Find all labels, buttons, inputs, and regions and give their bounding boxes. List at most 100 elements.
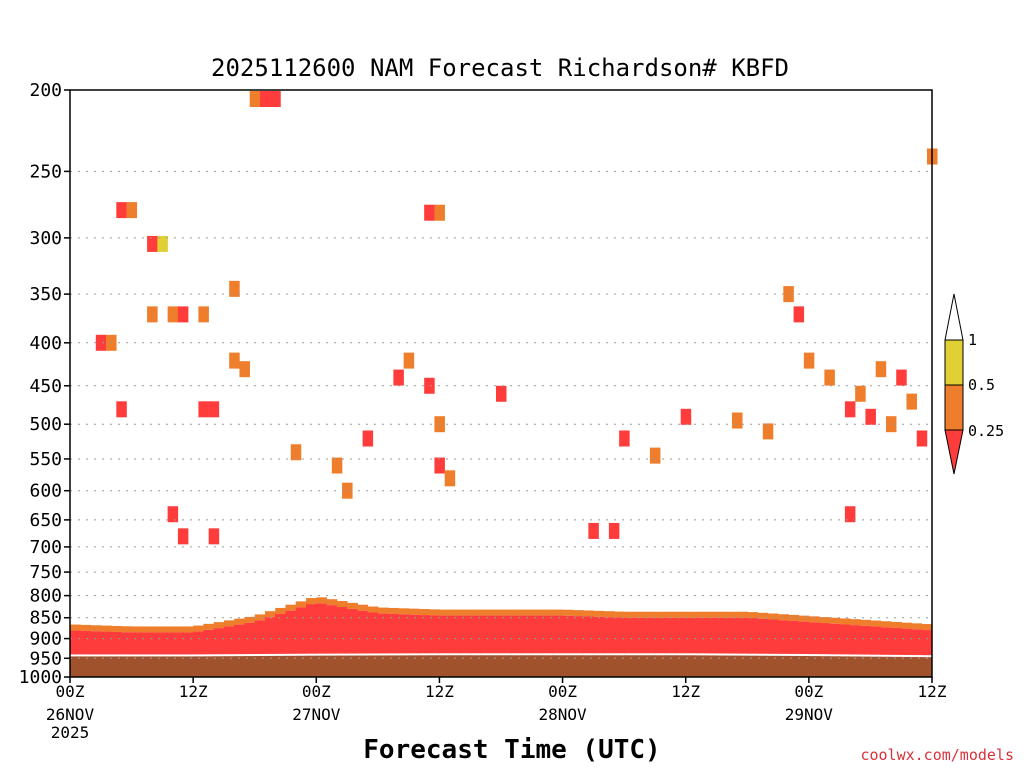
y-tick-label: 1000: [19, 667, 62, 688]
pbl-low-ri-cell: [429, 615, 440, 654]
pbl-transition-cell: [778, 614, 789, 621]
below-ground-cell: [398, 655, 410, 677]
below-ground-cell: [860, 656, 871, 677]
pbl-low-ri-cell: [511, 615, 523, 654]
pbl-low-ri-cell: [706, 617, 717, 654]
pbl-transition-cell: [911, 623, 923, 630]
heatmap-cell: [608, 522, 620, 539]
pbl-transition-cell: [798, 615, 810, 622]
below-ground-cell: [490, 655, 502, 677]
pbl-low-ri-cell: [501, 615, 512, 654]
below-ground-cell: [480, 655, 492, 677]
pbl-transition-cell: [398, 608, 410, 615]
x-tick-time: 12Z: [179, 682, 208, 701]
heatmap-cell: [167, 306, 179, 323]
pbl-low-ri-cell: [819, 623, 830, 655]
pbl-transition-cell: [921, 624, 933, 631]
heatmap-cell: [198, 306, 209, 323]
pbl-low-ri-cell: [644, 617, 656, 654]
pbl-transition-cell: [182, 626, 194, 633]
below-ground-cell: [254, 656, 266, 677]
pbl-low-ri-cell: [562, 615, 574, 654]
pbl-transition-cell: [326, 599, 338, 606]
pbl-transition-cell: [880, 621, 892, 628]
heatmap-cell: [783, 286, 794, 303]
pbl-transition-cell: [726, 611, 738, 618]
y-tick-label: 250: [29, 161, 62, 182]
below-ground-cell: [336, 655, 348, 677]
pbl-low-ri-cell: [480, 615, 492, 654]
below-ground-cell: [685, 655, 697, 677]
below-ground-cell: [747, 655, 759, 677]
below-ground-cell: [131, 656, 143, 677]
pbl-low-ri-cell: [152, 632, 163, 655]
x-tick-time: 12Z: [425, 682, 454, 701]
pbl-low-ri-cell: [839, 624, 851, 655]
pbl-low-ri-cell: [726, 617, 738, 654]
y-tick-label: 550: [29, 449, 62, 470]
y-tick-label: 300: [29, 228, 62, 249]
pbl-low-ri-cell: [490, 615, 502, 654]
below-ground-cell: [593, 655, 605, 677]
pbl-low-ri-cell: [295, 607, 307, 654]
below-ground-cell: [542, 655, 553, 677]
pbl-low-ri-cell: [90, 631, 102, 655]
heatmap-cell: [393, 369, 404, 386]
x-tick-date: 27NOV: [292, 705, 341, 724]
pbl-transition-cell: [131, 626, 143, 633]
below-ground-cell: [347, 655, 358, 677]
pbl-low-ri-cell: [367, 612, 379, 654]
heatmap-cell: [229, 280, 240, 297]
below-ground-cell: [367, 655, 379, 677]
below-ground-cell: [521, 655, 533, 677]
pbl-low-ri-cell: [583, 616, 594, 654]
x-tick-time: 00Z: [548, 682, 577, 701]
pbl-transition-cell: [80, 624, 92, 631]
heatmap-cell: [259, 91, 271, 108]
pbl-low-ri-cell: [449, 615, 461, 654]
below-ground-cell: [295, 655, 307, 677]
heatmap-cell: [844, 401, 856, 418]
pbl-transition-cell: [613, 611, 625, 618]
pbl-low-ri-cell: [357, 610, 369, 654]
pbl-low-ri-cell: [880, 627, 892, 655]
pbl-low-ri-cell: [408, 614, 420, 654]
pbl-transition-cell: [593, 610, 605, 617]
y-tick-label: 500: [29, 414, 62, 435]
heatmap-cell: [362, 430, 374, 447]
heatmap-cell: [424, 377, 435, 394]
heatmap-cell: [95, 334, 107, 351]
heatmap-cell: [680, 408, 692, 425]
pbl-low-ri-cell: [603, 617, 615, 654]
pbl-transition-cell: [716, 611, 728, 618]
heatmap-cell: [444, 470, 456, 487]
below-ground-cell: [100, 656, 112, 677]
heatmap-cell: [331, 457, 343, 474]
below-ground-cell: [223, 656, 235, 677]
pbl-low-ri-cell: [665, 617, 676, 654]
heatmap-cell: [290, 444, 302, 461]
pbl-low-ri-cell: [767, 619, 779, 654]
y-tick-label: 800: [29, 586, 62, 607]
pbl-transition-cell: [552, 609, 564, 616]
below-ground-cell: [429, 655, 440, 677]
pbl-transition-cell: [285, 604, 297, 611]
below-ground-cell: [418, 655, 430, 677]
heatmap-cell: [824, 369, 835, 386]
below-ground-cell: [726, 655, 738, 677]
pbl-transition-cell: [141, 626, 153, 633]
pbl-transition-cell: [162, 626, 174, 633]
pbl-transition-cell: [819, 617, 830, 624]
pbl-low-ri-cell: [285, 610, 297, 654]
below-ground-cell: [603, 655, 615, 677]
pbl-low-ri-cell: [203, 629, 215, 655]
below-ground-cell: [634, 655, 646, 677]
below-ground-cell: [901, 656, 912, 677]
below-ground-cell: [880, 656, 892, 677]
y-tick-label: 200: [29, 80, 62, 101]
below-ground-cell: [182, 656, 194, 677]
pbl-transition-cell: [100, 625, 112, 632]
below-ground-cell: [264, 655, 276, 677]
pbl-low-ri-cell: [111, 631, 122, 655]
heatmap-cell: [434, 457, 445, 474]
